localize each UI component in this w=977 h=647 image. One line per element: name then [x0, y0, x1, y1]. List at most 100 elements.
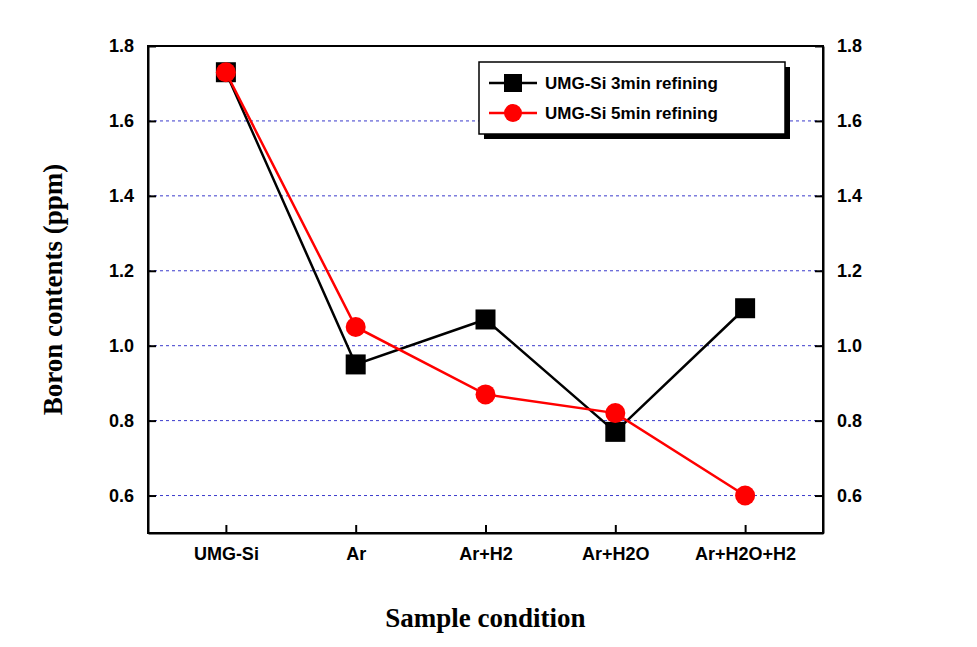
tick-label: Ar+H2O+H2 — [695, 544, 796, 564]
tick-mark — [815, 195, 823, 197]
tick-mark — [485, 525, 487, 533]
tick: 1.8 — [109, 36, 156, 56]
legend-entry: UMG-Si 5min refining — [489, 104, 718, 123]
tick-label: Ar+H2O — [582, 544, 650, 564]
grid-line — [148, 195, 823, 196]
tick-label: 1.8 — [837, 36, 862, 56]
marker-group — [346, 354, 366, 374]
data-point — [605, 403, 625, 423]
grid-line — [148, 420, 823, 421]
legend-marker-group — [504, 74, 522, 92]
data-point — [735, 486, 755, 506]
tick-label: 1.0 — [109, 336, 134, 356]
tick-label: 1.2 — [837, 261, 862, 281]
marker-group — [216, 62, 236, 82]
tick: 0.6 — [109, 486, 156, 506]
legend-marker — [504, 104, 522, 122]
tick-label: 1.6 — [837, 111, 862, 131]
tick: UMG-Si — [194, 525, 259, 564]
tick-label: 1.2 — [109, 261, 134, 281]
x-axis-title: Sample condition — [385, 603, 585, 633]
tick-label: 1.4 — [109, 186, 134, 206]
tick-mark — [815, 270, 823, 272]
tick: 0.8 — [109, 411, 156, 431]
x-axis: UMG-Si Ar Ar+H2 Ar+H2O Ar+H2O+H2 — [149, 525, 824, 564]
data-point — [476, 309, 496, 329]
tick-mark — [225, 525, 227, 533]
tick-mark — [615, 525, 617, 533]
legend-marker-group — [504, 104, 522, 122]
tick-mark — [148, 46, 156, 48]
tick-mark — [815, 345, 823, 347]
tick: Ar+H2 — [459, 525, 513, 564]
tick-label: 1.8 — [109, 36, 134, 56]
axis-line — [148, 47, 150, 534]
y-axis: 0.6 0.8 1.0 1.2 1.4 1.6 1.8 — [109, 36, 156, 533]
data-point — [605, 422, 625, 442]
tick-mark — [815, 120, 823, 122]
grid-line — [148, 345, 823, 346]
tick-label: 1.6 — [109, 111, 134, 131]
chart: 0.6 0.8 1.0 1.2 1.4 1.6 1.8 0.6 0.8 1.0 1.2 1.4 1.6 1… — [0, 0, 977, 647]
tick: 1.4 — [815, 186, 862, 206]
plot: 0.6 0.8 1.0 1.2 1.4 1.6 1.8 0.6 0.8 1.0 1.2 1.4 1.6 1… — [109, 36, 862, 564]
tick-mark — [815, 420, 823, 422]
tick: Ar — [346, 525, 366, 564]
y-axis-title: Boron contents (ppm) — [38, 164, 68, 416]
tick: Ar+H2O+H2 — [695, 525, 796, 564]
legend-marker — [504, 74, 522, 92]
tick-label: Ar — [346, 544, 366, 564]
marker-group — [476, 384, 496, 404]
tick-label: 0.6 — [837, 486, 862, 506]
data-point — [346, 317, 366, 337]
legend-label: UMG-Si 5min refining — [545, 104, 718, 123]
data-point — [216, 62, 236, 82]
tick: 1.4 — [109, 186, 156, 206]
tick: 1.8 — [815, 36, 862, 56]
tick-mark — [148, 420, 156, 422]
tick-label: 0.8 — [109, 411, 134, 431]
tick: Ar+H2O — [582, 525, 650, 564]
tick-mark — [815, 46, 823, 48]
tick-label: 0.6 — [109, 486, 134, 506]
tick: 1.6 — [109, 111, 156, 131]
marker-group — [346, 317, 366, 337]
grid — [148, 46, 823, 496]
marker-group — [476, 309, 496, 329]
tick-mark — [815, 495, 823, 497]
tick-label: UMG-Si — [194, 544, 259, 564]
tick-label: Ar+H2 — [459, 544, 513, 564]
tick-mark — [148, 495, 156, 497]
plot-frame — [148, 46, 823, 533]
data-point — [346, 354, 366, 374]
tick-label: 1.4 — [837, 186, 862, 206]
legend-box — [479, 62, 785, 134]
tick-mark — [148, 195, 156, 197]
marker-group — [605, 403, 625, 423]
data-point — [476, 384, 496, 404]
grid-line — [148, 270, 823, 271]
marker-group — [735, 298, 755, 318]
tick: 1.2 — [815, 261, 862, 281]
tick: 1.6 — [815, 111, 862, 131]
tick-mark — [148, 120, 156, 122]
marker-group — [605, 422, 625, 442]
tick-mark — [745, 525, 747, 533]
tick-label: 0.8 — [837, 411, 862, 431]
tick: 0.6 — [815, 486, 862, 506]
tick: 1.0 — [815, 336, 862, 356]
tick-mark — [148, 270, 156, 272]
grid-line — [148, 495, 823, 496]
legend-entry: UMG-Si 3min refining — [489, 74, 718, 93]
y-axis-right: 0.6 0.8 1.0 1.2 1.4 1.6 1.8 — [815, 36, 862, 533]
tick: 0.8 — [815, 411, 862, 431]
tick-mark — [148, 345, 156, 347]
data-point — [216, 62, 236, 82]
marker-group — [216, 62, 236, 82]
legend: UMG-Si 3min refining UMG-Si 5min refining — [479, 62, 790, 139]
tick: 1.0 — [109, 336, 156, 356]
tick: 1.2 — [109, 261, 156, 281]
axis-line — [823, 47, 825, 534]
tick-mark — [355, 525, 357, 533]
tick-label: 1.0 — [837, 336, 862, 356]
